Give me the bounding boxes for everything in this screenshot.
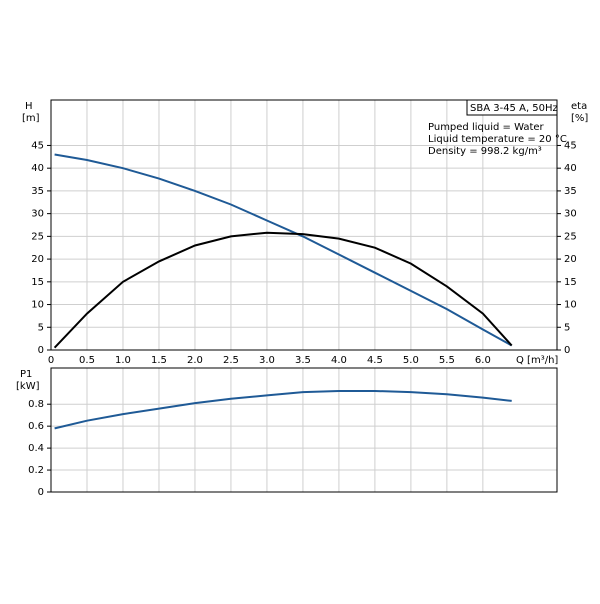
x-tick-label: 4.5 [367,355,383,366]
x-tick-label: 3.0 [259,355,275,366]
y2-unit: [%] [571,113,588,124]
y-tick-label: 30 [31,209,44,220]
y-label: H [25,101,33,112]
y-unit: [m] [22,113,40,124]
x-tick-label: 1.5 [151,355,167,366]
y2-tick-label: 5 [564,322,570,333]
y2-label: eta [571,101,587,112]
curve [54,153,513,347]
y-tick-label: 0 [38,487,44,498]
y-tick-label: 25 [31,231,44,242]
curve [53,231,513,349]
y-tick-label: 0 [38,345,44,356]
y2-tick-label: 40 [564,163,577,174]
y2-tick-label: 25 [564,231,577,242]
y-tick-label: 5 [38,322,44,333]
plot-border [50,99,558,351]
y-tick-label: 10 [31,300,44,311]
title-box [466,99,558,116]
y-tick-label: 0.4 [28,443,44,454]
plot-area [51,368,557,492]
x-tick-label: 2.5 [223,355,239,366]
y2-tick-label: 45 [564,140,577,151]
x-tick-label: 5.0 [403,355,419,366]
y-tick-label: 0.8 [28,399,44,410]
x-label: Q [m³/h] [516,355,558,366]
y2-tick-label: 10 [564,300,577,311]
y-label: P1 [20,369,32,380]
y-tick-label: 35 [31,186,44,197]
y-tick-label: 15 [31,277,44,288]
y-tick-label: 20 [31,254,44,265]
x-tick-label: 2.0 [187,355,203,366]
y2-tick-label: 35 [564,186,577,197]
annotation: Liquid temperature = 20 °C [428,134,567,145]
y2-tick-label: 20 [564,254,577,265]
y-unit: [kW] [16,381,40,392]
pump-title: SBA 3-45 A, 50Hz [470,103,558,114]
x-tick-label: 6.0 [475,355,491,366]
y2-tick-label: 30 [564,209,577,220]
y-tick-label: 0.6 [28,421,44,432]
x-tick-label: 3.5 [295,355,311,366]
plot-border [50,367,558,493]
y-tick-label: 0.2 [28,465,44,476]
x-tick-label: 5.5 [439,355,455,366]
y2-tick-label: 15 [564,277,577,288]
plot-area [51,100,557,350]
y-tick-label: 40 [31,163,44,174]
x-tick-label: 4.0 [331,355,347,366]
x-tick-label: 0 [48,355,54,366]
y-tick-label: 45 [31,140,44,151]
x-tick-label: 1.0 [115,355,131,366]
x-tick-label: 0.5 [79,355,95,366]
annotation: Density = 998.2 kg/m³ [428,146,542,157]
curve [54,390,512,430]
annotation: Pumped liquid = Water [428,122,545,133]
y2-tick-label: 0 [564,345,570,356]
